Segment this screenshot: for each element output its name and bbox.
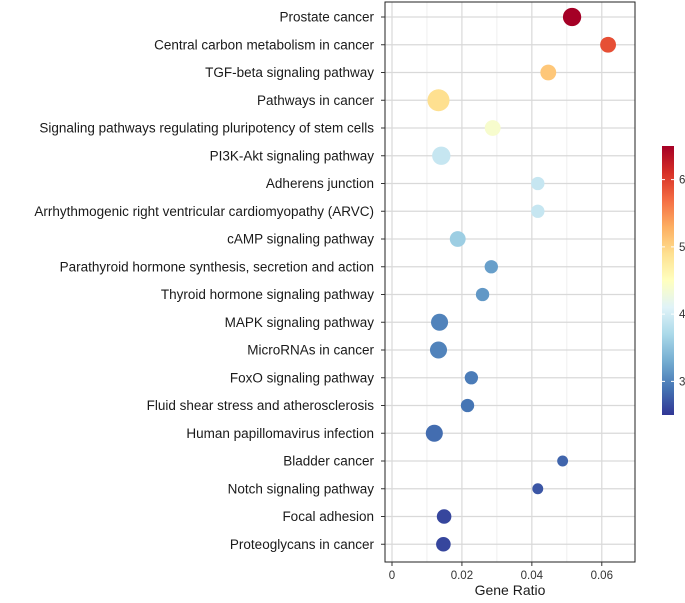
points-layer — [425, 7, 616, 552]
data-point — [436, 536, 451, 552]
y-category-label: PI3K-Akt signaling pathway — [210, 148, 375, 163]
y-category-label: Proteoglycans in cancer — [230, 537, 375, 552]
data-point — [432, 146, 451, 165]
data-point — [484, 260, 498, 274]
y-category-label: FoxO signaling pathway — [230, 370, 374, 385]
colorbar: 3 4 5 6 — [662, 146, 685, 415]
y-category-label: Central carbon metabolism in cancer — [154, 37, 374, 52]
data-point — [557, 455, 569, 467]
y-category-label: Adherens junction — [266, 176, 374, 191]
data-point — [431, 313, 449, 331]
data-point — [429, 341, 448, 359]
plot-frame — [384, 1, 636, 563]
y-category-label: Signaling pathways regulating pluripoten… — [39, 121, 374, 136]
colorbar-tick-label: 3 — [679, 376, 685, 388]
y-category-label: Focal adhesion — [282, 509, 374, 524]
colorbar-gradient — [662, 146, 674, 415]
data-point — [484, 120, 501, 136]
y-category-label: TGF-beta signaling pathway — [205, 65, 374, 80]
colorbar-tick-label: 4 — [679, 309, 685, 321]
data-point — [427, 89, 450, 112]
data-point — [460, 398, 475, 413]
data-point — [464, 371, 479, 385]
data-point — [540, 64, 557, 81]
data-point — [475, 287, 490, 302]
x-axis: 0 0.02 0.04 0.06 — [389, 562, 613, 582]
y-category-label: Bladder cancer — [283, 454, 374, 469]
y-category-label: Arrhythmogenic right ventricular cardiom… — [34, 204, 374, 219]
data-point — [531, 204, 545, 218]
y-category-label: Notch signaling pathway — [228, 481, 375, 496]
x-tick-label: 0 — [389, 570, 395, 582]
x-tick-label: 0.06 — [591, 570, 613, 582]
colorbar-tick-label: 5 — [679, 242, 685, 254]
data-point — [436, 509, 452, 524]
colorbar-tick-label: 6 — [679, 175, 685, 187]
x-tick-label: 0.02 — [451, 570, 473, 582]
data-point — [449, 231, 466, 247]
x-axis-title: Gene Ratio — [475, 582, 546, 598]
data-point — [425, 424, 443, 442]
y-category-label: Human papillomavirus infection — [186, 426, 374, 441]
x-tick-label: 0.04 — [521, 570, 544, 582]
y-category-label: Fluid shear stress and atherosclerosis — [147, 398, 375, 413]
y-axis-labels: Prostate cancer Central carbon metabolism… — [34, 10, 385, 552]
y-category-label: MicroRNAs in cancer — [247, 343, 374, 358]
data-point — [600, 36, 616, 53]
data-point — [562, 7, 582, 27]
grid-layer — [385, 2, 635, 562]
data-point — [532, 483, 544, 495]
y-category-label: Parathyroid hormone synthesis, secretion… — [60, 259, 374, 274]
data-point — [531, 176, 545, 191]
y-category-label: MAPK signaling pathway — [225, 315, 375, 330]
y-category-label: Prostate cancer — [279, 10, 374, 25]
y-category-label: Pathways in cancer — [257, 93, 375, 108]
y-category-label: cAMP signaling pathway — [227, 232, 374, 247]
y-category-label: Thyroid hormone signaling pathway — [161, 287, 374, 302]
